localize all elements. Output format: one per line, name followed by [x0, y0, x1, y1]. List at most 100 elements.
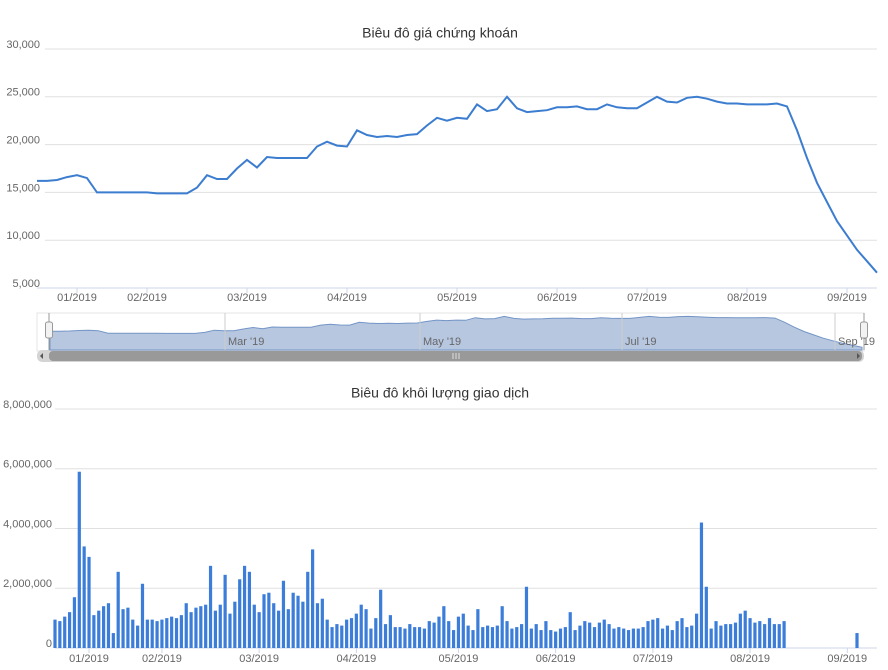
bar [393, 627, 397, 648]
navigator-area [49, 315, 863, 351]
bar [578, 625, 582, 648]
price-line [37, 95, 878, 274]
bar [631, 628, 636, 648]
bar [238, 579, 242, 648]
bar [670, 630, 674, 648]
x-tick-label: 01/2019 [69, 653, 109, 665]
bar [656, 618, 660, 648]
bar [782, 621, 786, 648]
bar [291, 592, 295, 648]
x-tick-label: 06/2019 [537, 292, 577, 304]
bar [121, 609, 125, 648]
bar [281, 580, 286, 648]
x-tick-label: 06/2019 [536, 653, 576, 665]
bar [174, 618, 179, 648]
bar [748, 618, 752, 648]
bar [622, 628, 626, 648]
bar [199, 606, 203, 648]
bar [738, 613, 742, 648]
bar [719, 625, 723, 648]
bar [855, 633, 859, 648]
bar [597, 622, 601, 648]
bar [223, 574, 227, 648]
x-tick-label: 04/2019 [327, 292, 367, 304]
bar [617, 627, 621, 648]
x-tick-label: 03/2019 [227, 292, 267, 304]
bar [204, 604, 208, 648]
bar [695, 613, 699, 648]
navigator-handle[interactable] [45, 321, 53, 339]
bar [505, 621, 509, 648]
bar [330, 627, 334, 648]
navigator-label: Jul '19 [625, 336, 656, 348]
scroll-right-arrow[interactable] [857, 353, 860, 359]
bar [461, 613, 465, 648]
bar [481, 627, 485, 648]
bar [97, 610, 101, 648]
y-tick-label: 6,000,000 [3, 459, 52, 471]
navigator-label: May '19 [423, 336, 461, 348]
x-tick-label: 09/2019 [827, 653, 867, 665]
bar [58, 621, 62, 648]
bar [471, 630, 475, 648]
bar [53, 619, 57, 648]
scroll-left-arrow[interactable] [40, 353, 43, 359]
bar [315, 603, 320, 648]
bar [534, 624, 538, 648]
bar [724, 624, 728, 648]
navigator-label: Sep '19 [838, 336, 875, 348]
bar [213, 610, 217, 648]
bar [63, 616, 67, 648]
bar [476, 609, 480, 648]
bar [641, 627, 645, 648]
bar [772, 624, 776, 648]
x-tick-label: 03/2019 [239, 653, 279, 665]
bar [554, 631, 558, 648]
bar [495, 625, 499, 648]
bar [612, 628, 616, 648]
bar [743, 610, 747, 648]
bar [456, 616, 461, 648]
bar [520, 624, 524, 648]
bar [413, 627, 417, 648]
bar [320, 598, 324, 648]
bar [189, 612, 193, 648]
bar [403, 628, 407, 648]
bar [194, 607, 198, 648]
bar [432, 622, 436, 648]
bar [758, 621, 762, 648]
bar [466, 625, 470, 648]
bar [92, 615, 96, 648]
bar [437, 616, 441, 648]
scrollbar[interactable] [37, 350, 864, 362]
bar [296, 595, 300, 648]
bar [301, 601, 305, 648]
bar [767, 618, 772, 648]
x-tick-label: 08/2019 [730, 653, 770, 665]
navigator-handle[interactable] [860, 321, 868, 339]
bar [690, 625, 694, 648]
bar [276, 610, 281, 648]
bar [126, 607, 130, 648]
y-tick-label: 0 [46, 638, 52, 650]
chart-title: Biêu đô giá chứng khoán [362, 25, 518, 41]
bar [573, 630, 577, 648]
bar [170, 616, 174, 648]
bar [515, 627, 519, 648]
bar [116, 571, 120, 648]
bar [364, 609, 368, 648]
bar [549, 630, 553, 648]
bar [602, 619, 606, 648]
bar [714, 621, 718, 648]
bar [136, 625, 140, 648]
bar [72, 597, 77, 648]
bar [379, 589, 383, 648]
bar [592, 627, 597, 648]
bar [709, 628, 713, 648]
bar [646, 621, 650, 648]
bar [485, 625, 490, 648]
bar [529, 628, 533, 648]
x-tick-label: 05/2019 [437, 292, 477, 304]
bar [451, 630, 456, 648]
